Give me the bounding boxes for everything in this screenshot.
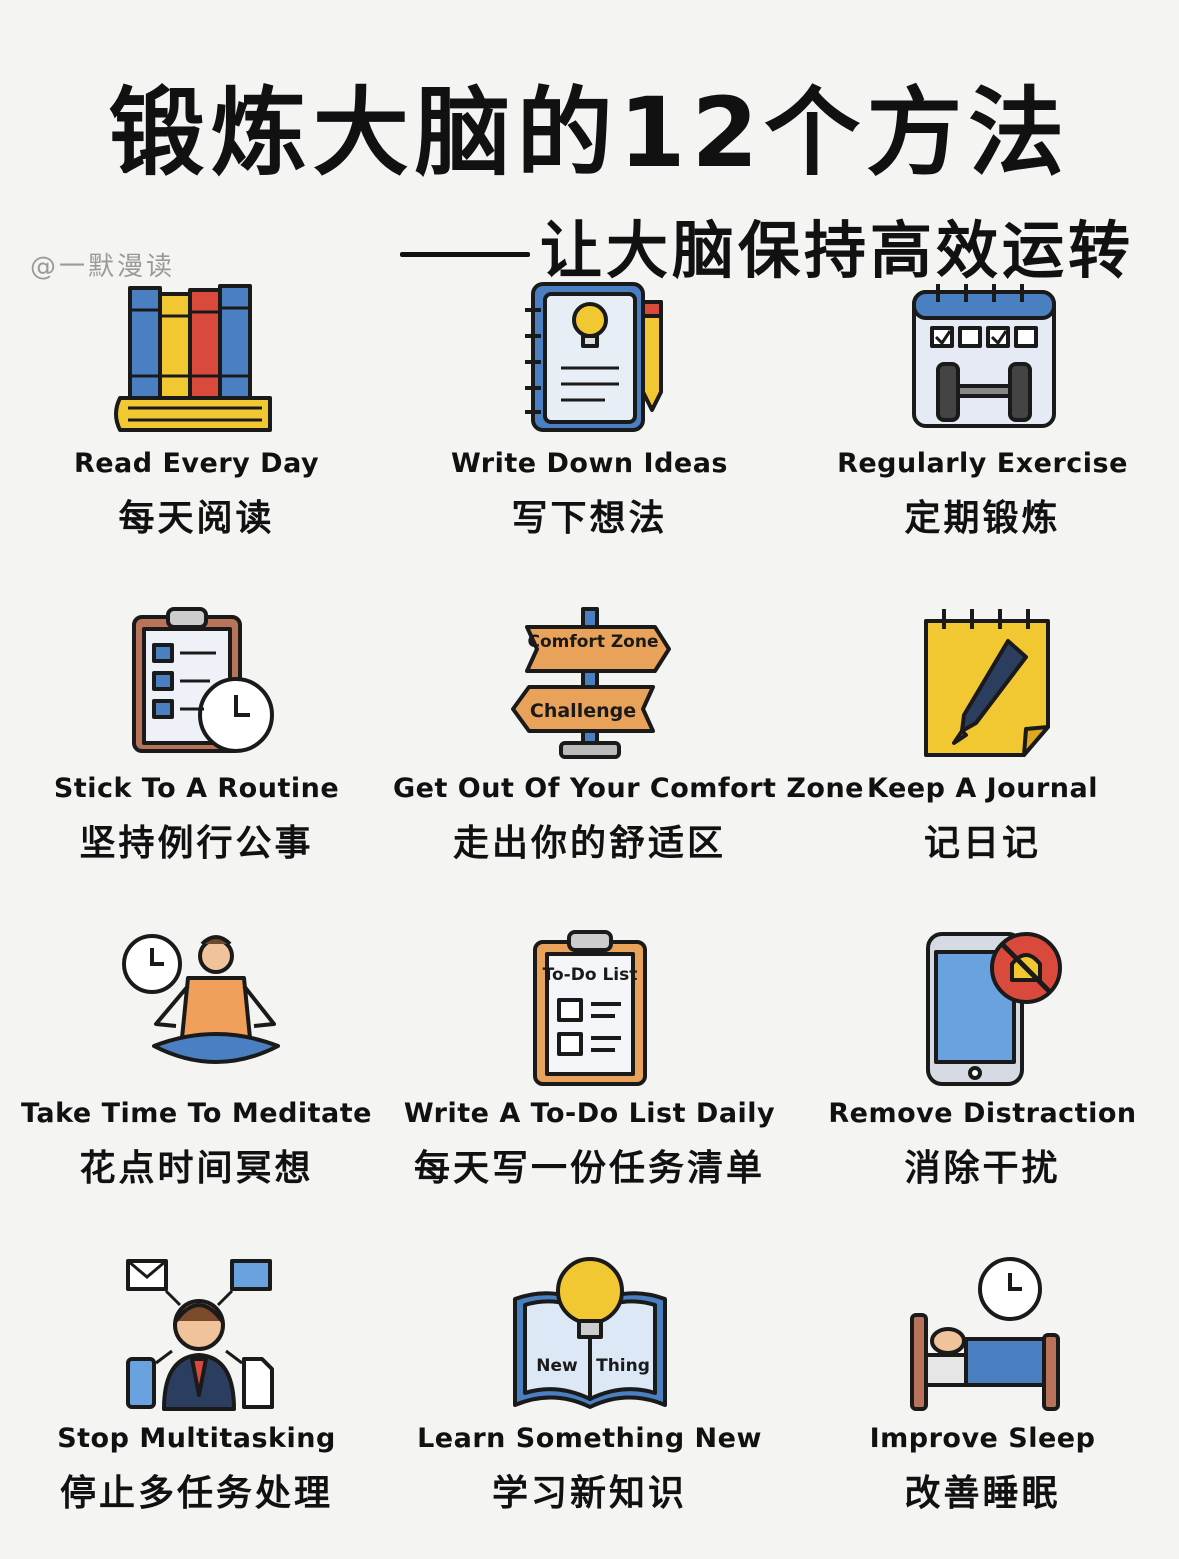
bed-clock-icon bbox=[909, 1257, 1060, 1411]
tip-stop-multitasking: Stop Multitasking 停止多任务处理 bbox=[0, 1255, 393, 1516]
tip-title-zh: 每天写一份任务清单 bbox=[413, 1148, 765, 1189]
tip-title-zh: 花点时间冥想 bbox=[79, 1148, 314, 1189]
tip-title-en: Improve Sleep bbox=[869, 1423, 1096, 1454]
tip-title-zh: 停止多任务处理 bbox=[59, 1473, 333, 1514]
tip-keep-journal: Keep A Journal 记日记 bbox=[786, 605, 1179, 866]
subtitle-text: 让大脑保持高效运转 bbox=[540, 214, 1135, 287]
subtitle-dash bbox=[400, 252, 530, 258]
calendar-dumbbell-icon bbox=[911, 284, 1056, 428]
tip-title-zh: 每天阅读 bbox=[118, 498, 275, 539]
tip-title-zh: 定期锻炼 bbox=[904, 498, 1061, 539]
tip-title-en: Write Down Ideas bbox=[451, 448, 728, 479]
tip-title-en: Take Time To Meditate bbox=[20, 1098, 372, 1129]
tip-title-en: Keep A Journal bbox=[867, 773, 1098, 804]
tip-title-en: Remove Distraction bbox=[828, 1098, 1137, 1129]
signpost-icon: Comfort Zone Challenge bbox=[510, 607, 671, 759]
tip-learn-new: New Thing Learn Something New 学习新知识 bbox=[393, 1255, 786, 1516]
tip-title-en: Learn Something New bbox=[417, 1423, 762, 1454]
tip-write-down-ideas: Write Down Ideas 写下想法 bbox=[393, 280, 786, 541]
clipboard-clock-icon bbox=[131, 607, 274, 753]
tip-title-en: Stick To A Routine bbox=[53, 773, 340, 804]
tip-title-zh: 学习新知识 bbox=[491, 1473, 687, 1514]
tip-title-en: Read Every Day bbox=[73, 448, 320, 479]
tip-remove-distraction: Remove Distraction 消除干扰 bbox=[786, 930, 1179, 1191]
sign-bottom-text: Challenge bbox=[529, 700, 635, 722]
multitasking-icon bbox=[125, 1259, 274, 1411]
tip-title-en: Get Out Of Your Comfort Zone bbox=[393, 773, 864, 804]
tip-title-zh: 走出你的舒适区 bbox=[452, 823, 726, 864]
phone-muted-icon bbox=[925, 932, 1062, 1086]
watermark: @一默漫读 bbox=[30, 252, 176, 282]
books-icon bbox=[113, 284, 272, 432]
book-right-text: Thing bbox=[596, 1356, 650, 1376]
notebook-lightbulb-icon bbox=[524, 282, 663, 432]
tip-title-zh: 坚持例行公事 bbox=[79, 823, 314, 864]
todo-header-text: To-Do List bbox=[542, 965, 637, 985]
book-left-text: New bbox=[536, 1356, 578, 1376]
tip-title-zh: 记日记 bbox=[923, 823, 1041, 864]
tip-regularly-exercise: Regularly Exercise 定期锻炼 bbox=[786, 280, 1179, 541]
sign-top-text: Comfort Zone bbox=[527, 632, 658, 652]
todo-list-icon: To-Do List bbox=[532, 930, 647, 1086]
meditation-icon bbox=[121, 934, 280, 1064]
tip-title-zh: 消除干扰 bbox=[904, 1148, 1061, 1189]
tip-improve-sleep: Improve Sleep 改善睡眠 bbox=[786, 1255, 1179, 1516]
tip-title-en: Regularly Exercise bbox=[837, 448, 1128, 479]
tip-comfort-zone: Comfort Zone Challenge Get Out Of Your C… bbox=[393, 605, 864, 866]
page-subtitle: 让大脑保持高效运转 bbox=[400, 200, 1134, 290]
tip-meditate: Take Time To Meditate 花点时间冥想 bbox=[0, 930, 393, 1191]
tip-stick-to-routine: Stick To A Routine 坚持例行公事 bbox=[0, 605, 393, 866]
page-title: 锻炼大脑的12个方法 bbox=[108, 77, 1071, 189]
tip-todo-list: To-Do List Write A To-Do List Daily 每天写一… bbox=[393, 930, 786, 1191]
tip-read-every-day: Read Every Day 每天阅读 bbox=[0, 280, 393, 541]
tip-title-en: Write A To-Do List Daily bbox=[403, 1098, 776, 1129]
journal-pen-icon bbox=[923, 609, 1050, 757]
tip-title-zh: 写下想法 bbox=[511, 498, 668, 539]
book-lightbulb-icon: New Thing bbox=[512, 1257, 667, 1409]
tip-title-en: Stop Multitasking bbox=[57, 1423, 336, 1454]
tip-title-zh: 改善睡眠 bbox=[904, 1473, 1061, 1514]
